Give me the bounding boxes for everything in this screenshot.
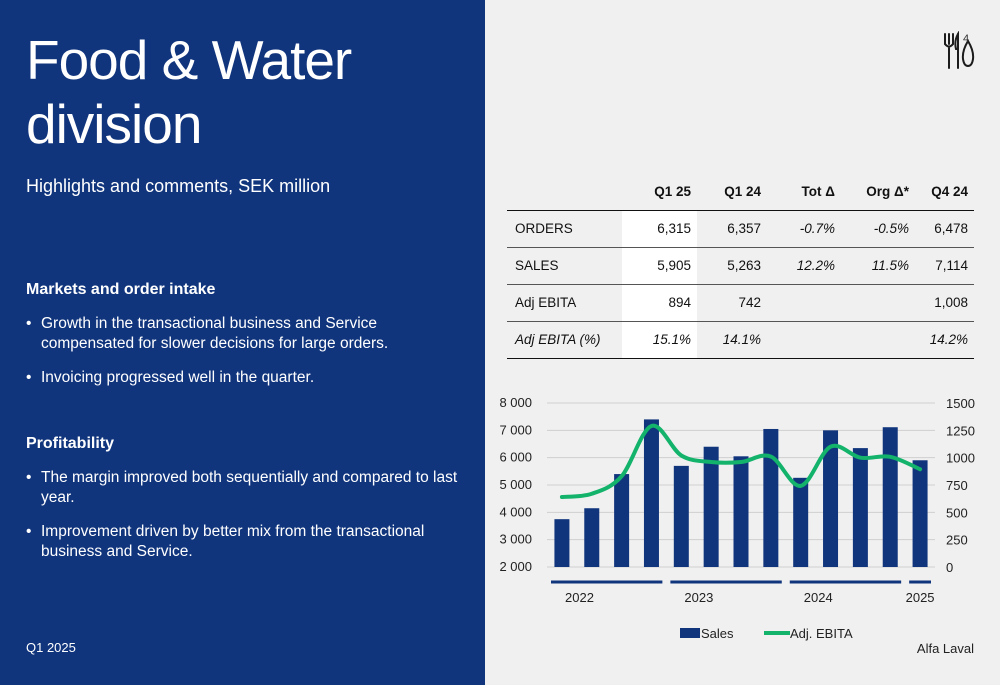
- table-header-q1-24: Q1 24: [697, 174, 767, 211]
- markets-bullet-list: Growth in the transactional business and…: [26, 314, 466, 402]
- sales-bar: [733, 456, 749, 567]
- table-cell: 5,905: [622, 247, 697, 285]
- right-axis-tick-label: 750: [946, 478, 968, 493]
- quarter-footer: Q1 2025: [26, 640, 76, 655]
- left-panel: Food & Water division Highlights and com…: [0, 0, 485, 685]
- table-cell: 5,263: [697, 247, 767, 285]
- page-title: Food & Water division: [26, 28, 352, 156]
- table-row-orders: ORDERS 6,315 6,357 -0.7% -0.5% 6,478: [507, 210, 974, 248]
- bullet-item: Invoicing progressed well in the quarter…: [26, 368, 466, 388]
- sales-bar: [763, 428, 779, 567]
- markets-heading: Markets and order intake: [26, 281, 216, 298]
- year-label: 2023: [684, 590, 713, 605]
- table-header-q1-25: Q1 25: [622, 174, 697, 211]
- left-axis-tick-label: 7 000: [499, 422, 532, 437]
- row-label: Adj EBITA: [507, 284, 622, 322]
- table-cell: 1,008: [915, 284, 974, 322]
- table-header-label: [507, 174, 622, 211]
- table-cell: 894: [622, 284, 697, 322]
- sales-bar: [793, 477, 809, 567]
- table-row-sales: SALES 5,905 5,263 12.2% 11.5% 7,114: [507, 247, 974, 285]
- table-cell: 6,315: [622, 210, 697, 248]
- table-cell: 742: [697, 284, 767, 322]
- table-header-tot-delta: Tot Δ: [767, 174, 841, 211]
- table-cell: 6,478: [915, 210, 974, 248]
- sales-bar: [852, 448, 868, 567]
- title-line-1: Food & Water: [26, 29, 352, 91]
- profitability-bullet-list: The margin improved both sequentially an…: [26, 468, 466, 576]
- kpi-table: Q1 25 Q1 24 Tot Δ Org Δ* Q4 24 ORDERS 6,…: [507, 174, 974, 359]
- left-axis-tick-label: 4 000: [499, 504, 532, 519]
- row-label: SALES: [507, 247, 622, 285]
- table-cell: 7,114: [915, 247, 974, 285]
- legend-label-sales: Sales: [701, 626, 734, 641]
- sales-bar: [614, 474, 630, 567]
- table-row-adj-ebita-pct: Adj EBITA (%) 15.1% 14.1% 14.2%: [507, 321, 974, 359]
- sales-bar: [643, 419, 659, 567]
- left-axis-tick-label: 6 000: [499, 450, 532, 465]
- legend-swatch-sales: [680, 628, 700, 638]
- sales-bar: [703, 446, 719, 567]
- table-cell: 14.1%: [697, 321, 767, 359]
- page-subtitle: Highlights and comments, SEK million: [26, 176, 331, 196]
- right-axis-tick-label: 1000: [946, 451, 975, 466]
- table-cell: [767, 284, 841, 322]
- table-cell: [767, 321, 841, 359]
- year-label: 2024: [804, 590, 833, 605]
- page-number: 4: [963, 33, 970, 45]
- right-axis-tick-label: 500: [946, 505, 968, 520]
- row-label: ORDERS: [507, 210, 622, 248]
- brand-name: Alfa Laval: [916, 641, 974, 656]
- profitability-heading: Profitability: [26, 435, 115, 452]
- sales-bar: [584, 508, 600, 567]
- bullet-item: The margin improved both sequentially an…: [26, 468, 466, 508]
- right-axis-tick-label: 0: [946, 560, 953, 575]
- ebita-line: [559, 423, 923, 500]
- bullet-item: Growth in the transactional business and…: [26, 314, 466, 354]
- bullet-item: Improvement driven by better mix from th…: [26, 522, 466, 562]
- sales-bar: [673, 465, 689, 567]
- left-axis-tick-label: 5 000: [499, 477, 532, 492]
- year-label: 2025: [906, 590, 935, 605]
- sales-bar: [912, 460, 928, 567]
- table-cell: 6,357: [697, 210, 767, 248]
- table-row-adj-ebita: Adj EBITA 894 742 1,008: [507, 284, 974, 322]
- table-cell: [841, 321, 915, 359]
- title-line-2: division: [26, 93, 202, 155]
- right-axis-tick-label: 250: [946, 533, 968, 548]
- sales-bar: [554, 519, 570, 567]
- year-label: 2022: [565, 590, 594, 605]
- left-axis-tick-label: 8 000: [499, 395, 532, 410]
- table-cell: 11.5%: [841, 247, 915, 285]
- table-cell: -0.7%: [767, 210, 841, 248]
- row-label: Adj EBITA (%): [507, 321, 622, 359]
- table-header-row: Q1 25 Q1 24 Tot Δ Org Δ* Q4 24: [507, 174, 974, 211]
- table-cell: -0.5%: [841, 210, 915, 248]
- table-cell: 15.1%: [622, 321, 697, 359]
- cutlery-water-icon: [944, 31, 975, 69]
- table-cell: [841, 284, 915, 322]
- sales-bar: [882, 427, 898, 567]
- table-header-q4-24: Q4 24: [915, 174, 974, 211]
- sales-ebita-chart: 2 000 3 000 4 000 5 000 6 000 7 000 8 000 0 250 5…: [499, 395, 975, 641]
- sales-bar: [823, 430, 839, 567]
- legend-label-ebita: Adj. EBITA: [790, 626, 853, 641]
- right-axis-tick-label: 1500: [946, 396, 975, 411]
- left-axis-tick-label: 3 000: [499, 532, 532, 547]
- table-cell: 12.2%: [767, 247, 841, 285]
- table-header-org-delta: Org Δ*: [841, 174, 915, 211]
- left-axis-tick-label: 2 000: [499, 559, 532, 574]
- table-cell: 14.2%: [915, 321, 974, 359]
- right-axis-tick-label: 1250: [946, 423, 975, 438]
